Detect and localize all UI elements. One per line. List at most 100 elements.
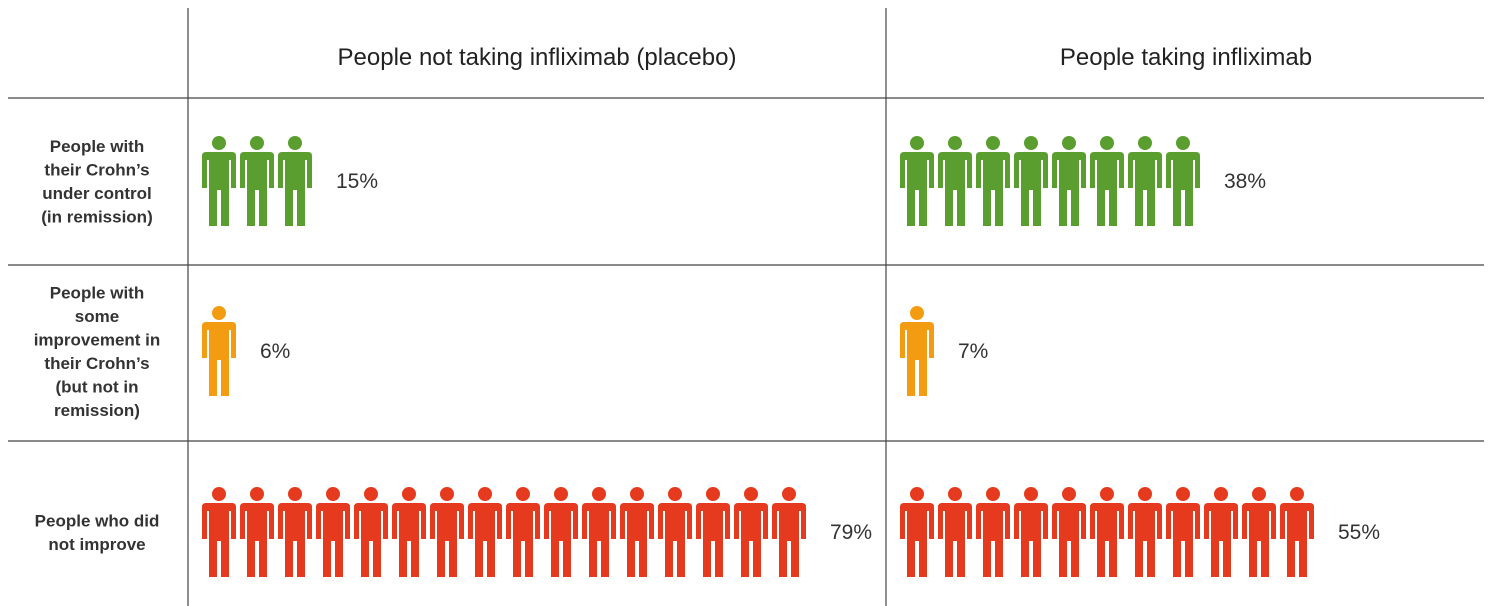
- person-icon: [1204, 487, 1238, 577]
- person-icon: [620, 487, 654, 577]
- icon-body: [468, 503, 502, 577]
- icon-body: [1128, 152, 1162, 226]
- icon-head: [910, 136, 924, 150]
- icon-head: [1290, 487, 1304, 501]
- icon-body: [772, 503, 806, 577]
- icon-body: [1090, 503, 1124, 577]
- icon-head: [1214, 487, 1228, 501]
- icon-head: [1138, 136, 1152, 150]
- icon-body: [278, 503, 312, 577]
- person-icon: [1014, 487, 1048, 577]
- icon-head: [212, 487, 226, 501]
- icon-body: [1280, 503, 1314, 577]
- icon-body: [1052, 503, 1086, 577]
- person-icon: [1166, 487, 1200, 577]
- icon-group: [900, 136, 1200, 226]
- column-header: People taking infliximab: [1060, 44, 1312, 71]
- person-icon: [658, 487, 692, 577]
- icon-body: [430, 503, 464, 577]
- icon-head: [630, 487, 644, 501]
- icon-body: [392, 503, 426, 577]
- person-icon: [468, 487, 502, 577]
- icon-head: [948, 487, 962, 501]
- icon-head: [402, 487, 416, 501]
- icon-body: [938, 152, 972, 226]
- icon-head: [1138, 487, 1152, 501]
- row-label: some: [75, 307, 119, 326]
- person-icon: [900, 136, 934, 226]
- row-label: their Crohn’s: [44, 354, 149, 373]
- icon-body: [1166, 152, 1200, 226]
- icon-body: [976, 503, 1010, 577]
- icon-head: [592, 487, 606, 501]
- person-icon: [278, 487, 312, 577]
- person-icon: [1090, 487, 1124, 577]
- icon-body: [1242, 503, 1276, 577]
- person-icon: [202, 136, 236, 226]
- row-label: remission): [54, 401, 140, 420]
- icon-head: [440, 487, 454, 501]
- row-label: their Crohn’s: [44, 160, 149, 179]
- icon-head: [986, 487, 1000, 501]
- icon-head: [910, 487, 924, 501]
- icon-head: [212, 136, 226, 150]
- icon-head: [706, 487, 720, 501]
- person-icon: [1128, 487, 1162, 577]
- icon-group: [202, 487, 806, 577]
- icon-body: [240, 152, 274, 226]
- icon-body: [1014, 503, 1048, 577]
- icon-body: [354, 503, 388, 577]
- icon-body: [1090, 152, 1124, 226]
- person-icon: [430, 487, 464, 577]
- icon-head: [744, 487, 758, 501]
- percentage-label: 15%: [336, 170, 378, 193]
- row-label: People with: [50, 137, 144, 156]
- icon-group: [202, 136, 312, 226]
- icon-head: [212, 306, 226, 320]
- icon-body: [544, 503, 578, 577]
- percentage-label: 7%: [958, 340, 988, 363]
- percentage-label: 38%: [1224, 170, 1266, 193]
- column-header: People not taking infliximab (placebo): [338, 44, 737, 71]
- row-label: (in remission): [41, 207, 152, 226]
- person-icon: [772, 487, 806, 577]
- icon-body: [582, 503, 616, 577]
- icon-body: [658, 503, 692, 577]
- icon-head: [782, 487, 796, 501]
- icon-head: [1024, 487, 1038, 501]
- row-label: People with: [50, 283, 144, 302]
- icon-body: [1128, 503, 1162, 577]
- person-icon: [938, 487, 972, 577]
- icon-group: [900, 487, 1314, 577]
- icon-body: [1204, 503, 1238, 577]
- person-icon: [278, 136, 312, 226]
- icon-body: [938, 503, 972, 577]
- person-icon: [1242, 487, 1276, 577]
- person-icon: [1052, 136, 1086, 226]
- icon-head: [1176, 487, 1190, 501]
- icon-head: [668, 487, 682, 501]
- row-label: (but not in: [55, 377, 138, 396]
- row-label: under control: [42, 184, 152, 203]
- person-icon: [1014, 136, 1048, 226]
- person-icon: [1052, 487, 1086, 577]
- icon-body: [202, 152, 236, 226]
- icon-body: [976, 152, 1010, 226]
- person-icon: [1280, 487, 1314, 577]
- icon-head: [1100, 136, 1114, 150]
- person-icon: [544, 487, 578, 577]
- person-icon: [938, 136, 972, 226]
- icon-group: [202, 306, 236, 396]
- icon-body: [900, 503, 934, 577]
- icon-group: [900, 306, 934, 396]
- icon-head: [1024, 136, 1038, 150]
- row-label: not improve: [48, 535, 145, 554]
- person-icon: [582, 487, 616, 577]
- person-icon: [900, 487, 934, 577]
- row-label: improvement in: [34, 330, 161, 349]
- icon-head: [948, 136, 962, 150]
- person-icon: [506, 487, 540, 577]
- icon-head: [250, 136, 264, 150]
- icon-body: [278, 152, 312, 226]
